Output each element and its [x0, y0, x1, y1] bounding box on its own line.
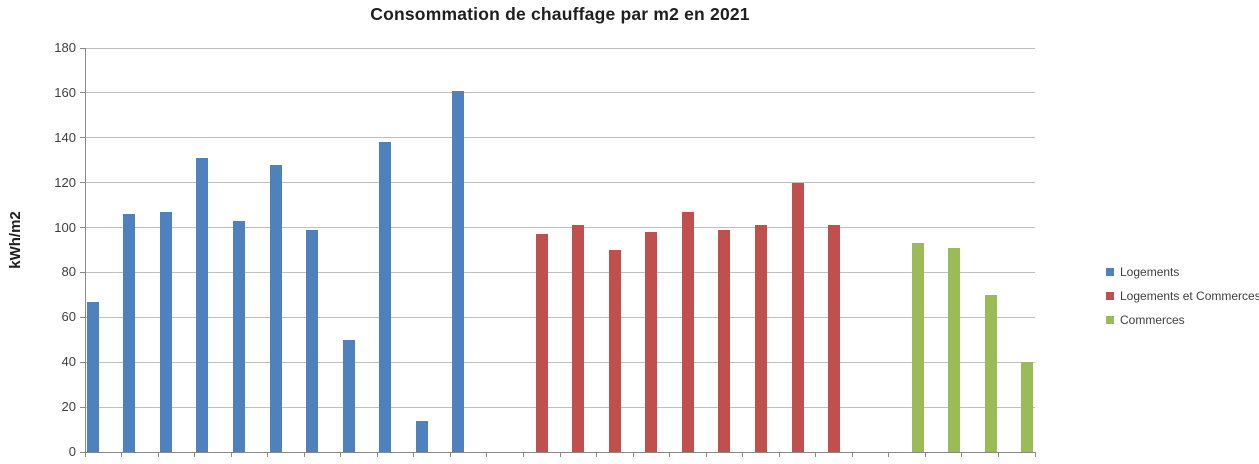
y-tick-label: 60: [61, 309, 76, 325]
bar-logements-9: [415, 420, 428, 452]
legend-swatch-icon: [1106, 268, 1114, 276]
x-tick: [194, 452, 196, 457]
bar-logements-4: [233, 220, 245, 452]
x-tick: [413, 452, 415, 457]
gridline: [85, 137, 1035, 139]
y-tick-label: 0: [68, 444, 76, 459]
legend-swatch-icon: [1106, 316, 1114, 324]
y-tick: [80, 182, 85, 184]
bar-commerces-0: [911, 243, 924, 452]
y-tick: [80, 227, 85, 229]
legend-item-logements: Logements: [1106, 260, 1259, 284]
x-tick: [888, 452, 890, 457]
bar-logements-5: [269, 164, 282, 452]
y-tick: [80, 406, 85, 408]
gridline: [85, 316, 1035, 318]
gridline: [85, 406, 1035, 408]
x-tick: [961, 452, 963, 457]
legend-item-logements-et-commerces: Logements et Commerces: [1106, 284, 1259, 308]
y-tick-label: 180: [54, 40, 76, 55]
x-tick: [121, 452, 123, 457]
legend: Logements Logements et Commerces Commerces: [1106, 260, 1259, 332]
x-tick: [596, 452, 598, 457]
x-tick: [815, 452, 817, 457]
x-tick: [1034, 452, 1036, 457]
bar-logements-et-commerces-3: [645, 232, 658, 452]
bar-logements-6: [306, 229, 319, 452]
x-tick: [851, 452, 853, 457]
bar-logements-1: [123, 214, 136, 452]
bar-logements-7: [342, 339, 355, 452]
x-tick: [486, 452, 488, 457]
x-tick: [449, 452, 451, 457]
bar-logements-et-commerces-1: [572, 225, 585, 452]
y-tick: [80, 316, 85, 318]
bar-logements-et-commerces-6: [754, 225, 767, 452]
bar-logements-et-commerces-8: [828, 225, 841, 452]
gridline: [85, 271, 1035, 273]
chart-title: Consommation de chauffage par m2 en 2021: [370, 4, 750, 24]
bar-logements-et-commerces-5: [718, 229, 731, 452]
bar-logements-2: [159, 211, 172, 452]
gridline: [85, 47, 1035, 49]
gridline: [85, 182, 1035, 184]
x-tick: [778, 452, 780, 457]
x-tick: [924, 452, 926, 457]
gridline: [85, 227, 1035, 229]
y-tick-label: 80: [61, 264, 76, 280]
bar-logements-et-commerces-2: [608, 250, 621, 452]
x-tick: [705, 452, 707, 457]
x-tick: [559, 452, 561, 457]
bar-logements-et-commerces-7: [791, 182, 804, 452]
y-tick-label: 40: [61, 354, 76, 370]
bar-logements-3: [196, 157, 209, 452]
y-axis-title: kWh/m2: [7, 211, 24, 269]
gridline: [85, 361, 1035, 363]
y-tick: [80, 92, 85, 94]
y-tick: [80, 361, 85, 363]
x-tick: [157, 452, 159, 457]
x-tick: [522, 452, 524, 457]
y-axis-line: [85, 48, 86, 453]
x-tick: [997, 452, 999, 457]
bar-logements-10: [452, 90, 465, 452]
gridline: [85, 92, 1035, 94]
y-tick: [80, 137, 85, 139]
bar-commerces-2: [984, 294, 997, 452]
legend-label: Commerces: [1120, 313, 1185, 327]
bar-logements-et-commerces-4: [681, 211, 694, 452]
y-tick: [80, 47, 85, 49]
bar-logements-8: [379, 142, 392, 452]
x-tick: [230, 452, 232, 457]
y-tick: [80, 451, 85, 453]
legend-label: Logements et Commerces: [1120, 289, 1259, 303]
y-tick-label: 140: [54, 129, 76, 145]
x-tick: [376, 452, 378, 457]
x-tick: [303, 452, 305, 457]
x-tick: [340, 452, 342, 457]
x-tick: [742, 452, 744, 457]
y-tick-label: 100: [54, 219, 76, 235]
y-tick-label: 120: [54, 174, 76, 190]
x-tick: [669, 452, 671, 457]
x-tick: [632, 452, 634, 457]
legend-item-commerces: Commerces: [1106, 308, 1259, 332]
x-tick: [267, 452, 269, 457]
bar-logements-et-commerces-0: [535, 234, 548, 452]
bar-commerces-3: [1021, 362, 1034, 452]
legend-label: Logements: [1120, 265, 1180, 279]
y-tick-label: 20: [61, 399, 76, 415]
legend-swatch-icon: [1106, 292, 1114, 300]
y-tick: [80, 271, 85, 273]
x-tick: [84, 452, 86, 457]
y-tick-label: 160: [54, 84, 76, 100]
bar-logements-0: [86, 301, 99, 452]
bar-commerces-1: [948, 247, 961, 452]
